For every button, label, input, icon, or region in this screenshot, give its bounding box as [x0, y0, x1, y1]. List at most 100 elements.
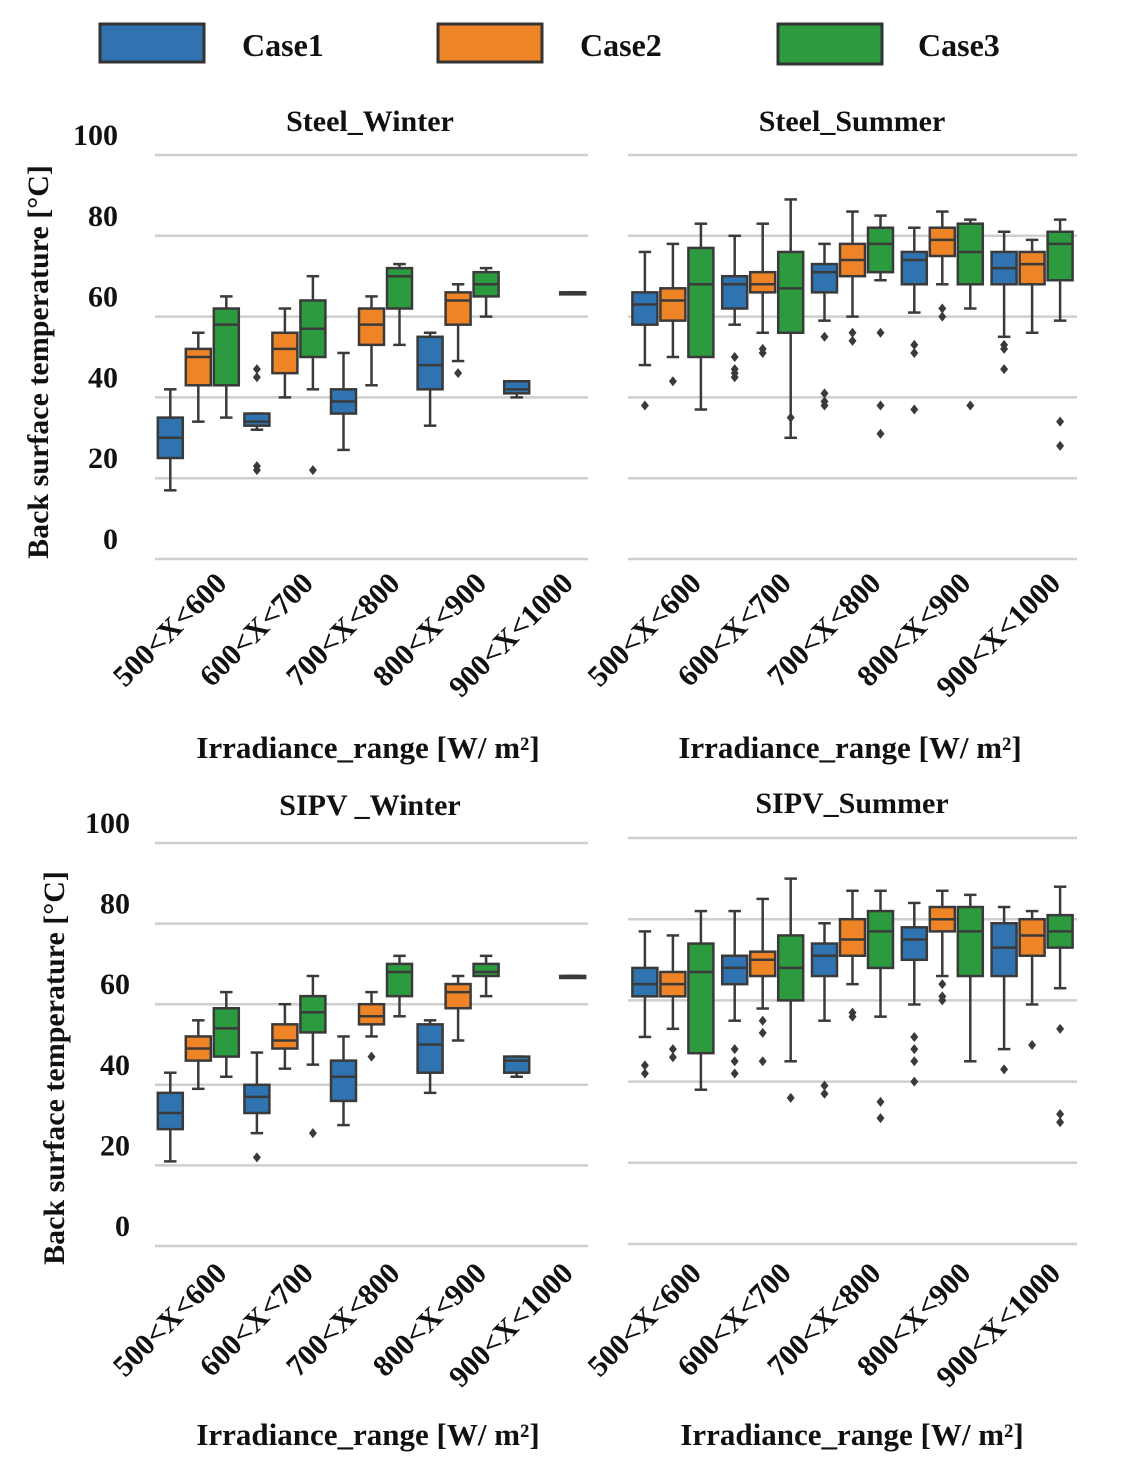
box-body: [385, 962, 414, 998]
y-tick-label: 0: [103, 523, 118, 556]
box-case3: [299, 274, 327, 476]
box-case2: [444, 283, 472, 379]
box-case3: [558, 974, 587, 980]
box-case2: [271, 307, 299, 399]
box-case1: [416, 331, 444, 427]
y-tick-label: 60: [100, 968, 130, 1001]
box-case3: [866, 214, 895, 439]
box-case1: [990, 230, 1018, 375]
box-body: [416, 1023, 444, 1074]
box-case2: [659, 934, 687, 1063]
box-case2: [928, 210, 957, 322]
box-case2: [271, 1002, 299, 1070]
box-body: [271, 331, 299, 375]
outlier-point: [758, 1027, 767, 1038]
y-tick-label: 100: [73, 119, 118, 152]
y-tick-label: 80: [88, 200, 118, 233]
box-case3: [776, 877, 805, 1103]
outlier-point: [938, 303, 947, 314]
legend-swatch-case1: [98, 22, 206, 64]
legend: Case1 Case2 Case3: [98, 22, 1000, 66]
box-case2: [838, 210, 867, 346]
legend-label-case3: Case3: [918, 27, 1000, 63]
box-case1: [720, 234, 749, 383]
box-body: [687, 246, 715, 359]
box-case2: [928, 889, 957, 1006]
box-body: [866, 226, 895, 274]
outlier-point: [1056, 416, 1065, 427]
box-body: [444, 982, 472, 1010]
outlier-point: [1056, 1109, 1065, 1120]
box-body: [502, 1055, 531, 1074]
box-case2: [1018, 238, 1046, 335]
box-case3: [299, 974, 327, 1139]
y-tick-label: 80: [100, 888, 130, 921]
box-body: [928, 226, 957, 258]
outlier-point: [820, 331, 829, 342]
outlier-point: [848, 335, 857, 346]
box-body: [720, 274, 749, 310]
outlier-point: [876, 327, 885, 338]
outlier-point: [668, 1044, 677, 1055]
box-case1: [243, 1051, 271, 1163]
panel-steel-winter: Steel_Winter 020406080100500<X<600600<X<…: [73, 105, 588, 704]
box-case1: [502, 1055, 531, 1078]
outlier-point: [1056, 440, 1065, 451]
box-body: [299, 994, 327, 1034]
box-body: [810, 262, 839, 294]
x-axis-label-sipv-winter: Irradiance_range [W/ m²]: [196, 1417, 539, 1452]
box-body: [776, 250, 805, 335]
panel-sipv-summer: SIPV_Summer 500<X<600600<X<700700<X<8008…: [581, 787, 1077, 1394]
box-case2: [184, 1019, 213, 1091]
box-body: [156, 1091, 185, 1131]
outlier-point: [1000, 364, 1009, 375]
outlier-point: [640, 1060, 649, 1071]
panel-title: Steel_Summer: [759, 105, 946, 138]
y-axis-label-bottom: Back surface temperature [°C]: [38, 871, 71, 1265]
x-axis-label-steel-summer: Irradiance_range [W/ m²]: [678, 730, 1021, 765]
outlier-point: [876, 1096, 885, 1107]
panel-title: SIPV _Winter: [279, 789, 460, 822]
box-case2: [444, 974, 472, 1042]
box-case2: [184, 331, 213, 423]
outlier-point: [308, 1128, 317, 1139]
box-case3: [687, 909, 715, 1091]
outlier-point: [910, 1031, 919, 1042]
box-case3: [558, 291, 587, 296]
outlier-point: [730, 352, 739, 362]
box-body: [184, 347, 213, 387]
box-case1: [900, 226, 929, 415]
outlier-point: [848, 1007, 857, 1018]
outlier-point: [730, 364, 739, 375]
box-case1: [243, 364, 271, 476]
box-case3: [687, 222, 715, 411]
outlier-point: [1056, 1117, 1065, 1128]
box-body: [271, 1023, 299, 1050]
box-case1: [502, 379, 531, 399]
box-case2: [748, 222, 777, 358]
box-case3: [472, 266, 500, 318]
outlier-point: [1028, 1040, 1037, 1051]
box-case1: [631, 250, 659, 411]
outlier-point: [252, 1152, 261, 1163]
box-case1: [990, 905, 1018, 1075]
box-case1: [329, 351, 358, 452]
outlier-point: [454, 368, 463, 379]
box-case2: [838, 889, 867, 1022]
box-body: [866, 909, 895, 970]
y-tick-label: 20: [100, 1129, 130, 1162]
box-case3: [1046, 885, 1074, 1128]
y-tick-label: 40: [100, 1049, 130, 1082]
box-body: [631, 966, 659, 998]
y-axis-label-top: Back surface temperature [°C]: [22, 165, 55, 559]
box-body: [687, 942, 715, 1055]
box-body: [810, 942, 839, 978]
outlier-point: [668, 376, 677, 387]
outlier-point: [252, 372, 261, 383]
outlier-point: [640, 400, 649, 411]
panel-title: Steel_Winter: [286, 105, 454, 138]
box-case3: [866, 889, 895, 1124]
outlier-point: [820, 388, 829, 399]
outlier-point: [252, 364, 261, 375]
x-axis-label-steel-winter: Irradiance_range [W/ m²]: [196, 730, 539, 765]
